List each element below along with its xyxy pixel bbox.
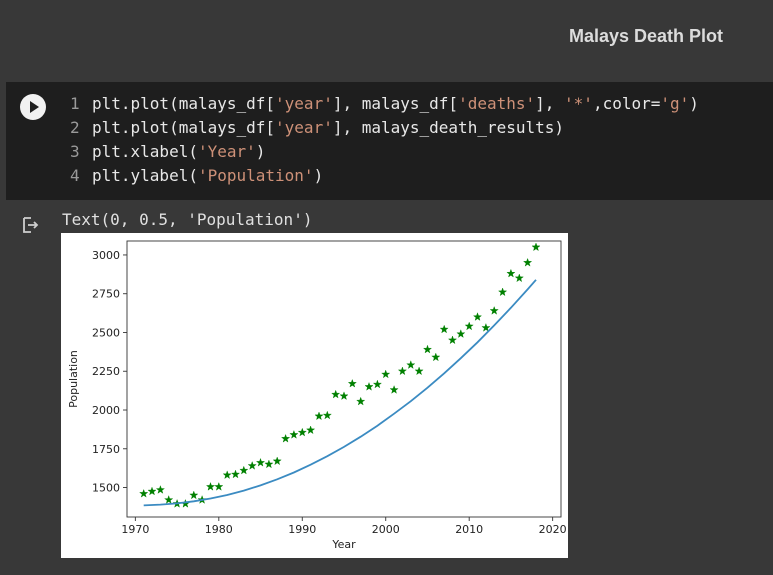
y-tick-label: 3000: [92, 249, 120, 262]
code-string: 'year': [275, 118, 333, 137]
code-line: 3 plt.xlabel('Year'): [70, 140, 699, 164]
code-string: 'deaths': [458, 94, 536, 113]
data-point: [514, 273, 524, 283]
line-number: 2: [70, 118, 80, 137]
data-point: [314, 411, 324, 421]
data-point: [331, 389, 341, 399]
code-token: plt.ylabel(: [92, 166, 198, 185]
data-point: [372, 379, 382, 389]
data-point: [155, 485, 165, 494]
x-tick-label: 1970: [121, 523, 149, 536]
line-number: 1: [70, 94, 80, 113]
data-point: [264, 459, 274, 469]
code-editor[interactable]: 1 plt.plot(malays_df['year'], malays_df['…: [70, 92, 699, 188]
data-point: [472, 312, 483, 321]
code-cell[interactable]: 1 plt.plot(malays_df['year'], malays_df['…: [6, 82, 773, 200]
line-number: 3: [70, 142, 80, 161]
data-point: [339, 391, 349, 400]
data-point: [381, 369, 391, 379]
data-point: [447, 335, 458, 345]
code-string: 'year': [275, 94, 333, 113]
section-heading: Malays Death Plot: [569, 26, 724, 46]
y-tick-label: 1500: [92, 482, 120, 495]
y-axis-label: Population: [67, 350, 80, 408]
output-text: Text(0, 0.5, 'Population'): [62, 210, 313, 229]
data-point: [139, 488, 149, 498]
data-point: [147, 486, 157, 496]
x-tick-label: 2000: [372, 523, 400, 536]
code-token: ], malays_df[: [332, 94, 459, 113]
data-point: [247, 460, 257, 470]
run-cell-button[interactable]: [20, 94, 46, 120]
data-point: [498, 287, 508, 297]
fit-line: [143, 279, 537, 507]
data-point: [439, 324, 449, 334]
code-token: ): [313, 166, 324, 185]
data-point: [214, 482, 224, 491]
play-icon: [30, 101, 39, 113]
code-string: 'Year': [197, 142, 256, 161]
data-point: [356, 396, 366, 406]
x-tick-label: 1980: [205, 523, 233, 536]
code-string: '*': [564, 94, 593, 113]
data-point: [422, 344, 433, 354]
code-token: plt.plot(malays_df[: [92, 94, 276, 113]
code-string: 'Population': [197, 166, 314, 185]
data-point: [431, 352, 441, 362]
data-point: [347, 378, 357, 388]
data-point: [523, 257, 533, 267]
line-number: 4: [70, 166, 80, 185]
plot-frame: [126, 240, 562, 518]
x-tick-label: 1990: [288, 523, 316, 536]
data-point: [464, 321, 474, 331]
code-token: ], malays_death_results): [332, 118, 565, 137]
data-point: [406, 360, 416, 369]
data-point: [297, 427, 307, 437]
data-point: [531, 242, 541, 252]
data-point: [289, 430, 299, 439]
data-point: [222, 470, 232, 479]
y-tick-label: 2000: [92, 404, 120, 417]
data-point: [506, 268, 516, 278]
y-tick-label: 2500: [92, 326, 120, 339]
data-point: [272, 456, 282, 466]
data-point: [255, 457, 266, 467]
data-point: [189, 490, 199, 500]
data-point: [456, 329, 466, 338]
code-token: ): [255, 142, 266, 161]
output-arrow-icon: [23, 217, 39, 233]
code-token: plt.xlabel(: [92, 142, 198, 161]
data-point: [306, 425, 316, 435]
data-point: [281, 433, 291, 443]
data-point: [397, 366, 407, 376]
data-point: [481, 322, 491, 332]
code-line: 1 plt.plot(malays_df['year'], malays_df['…: [70, 92, 699, 116]
y-tick-label: 2250: [92, 365, 120, 378]
x-tick-label: 2020: [539, 523, 567, 536]
code-token: ,color=: [592, 94, 661, 113]
data-point: [239, 465, 249, 475]
line-chart: 1970 1980 1990 2000 2010 2020 1500 1750 2000 2250…: [67, 240, 567, 551]
x-tick-label: 2010: [455, 523, 483, 536]
code-token: ],: [535, 94, 565, 113]
data-point: [389, 385, 399, 394]
x-axis-label: Year: [331, 538, 356, 551]
data-point: [164, 495, 174, 504]
data-point: [322, 410, 332, 420]
y-tick-label: 1750: [92, 443, 120, 456]
data-point: [489, 306, 499, 315]
code-token: plt.plot(malays_df[: [92, 118, 276, 137]
data-point: [364, 382, 374, 391]
data-point: [205, 482, 216, 491]
data-point: [414, 366, 424, 376]
code-token: ): [689, 94, 699, 113]
code-string: 'g': [660, 94, 690, 113]
y-tick-label: 2750: [92, 288, 120, 301]
plot-figure: 1970 1980 1990 2000 2010 2020 1500 1750 2000 2250…: [61, 233, 568, 558]
data-point: [230, 469, 241, 479]
code-line: 4 plt.ylabel('Population'): [70, 164, 699, 188]
code-line: 2 plt.plot(malays_df['year'], malays_deat…: [70, 116, 699, 140]
